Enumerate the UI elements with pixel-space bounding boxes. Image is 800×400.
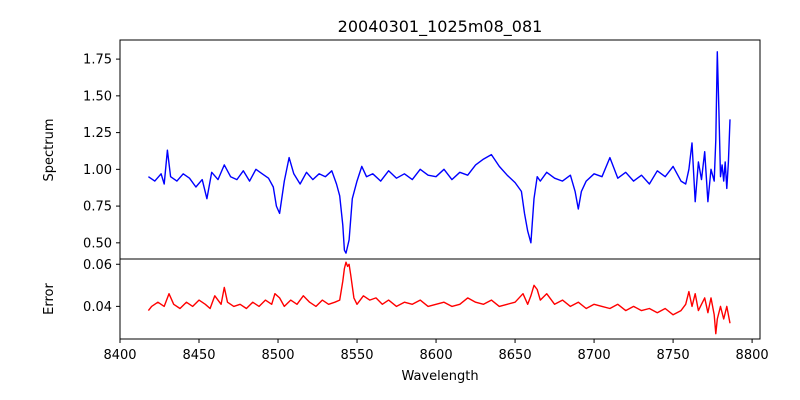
y-tick-label: 1.50	[83, 89, 112, 104]
error-line	[147, 261, 731, 335]
y-tick-label: 1.00	[83, 163, 112, 178]
y-tick-label: 0.04	[83, 300, 112, 315]
error-panel: 0.04 0.06 8400 8450 8500 8550 8600 8650 8700 875…	[42, 258, 769, 384]
y-tick-label: 0.75	[83, 200, 112, 215]
y-tick-label: 0.06	[83, 258, 112, 273]
x-tick-label: 8500	[261, 348, 294, 363]
y-tick-label: 0.50	[83, 236, 112, 251]
x-tick-label: 8650	[499, 348, 532, 363]
y-tick-label: 1.75	[83, 53, 112, 68]
x-tick-label: 8800	[736, 348, 769, 363]
chart-title: 20040301_1025m08_081	[338, 17, 543, 37]
x-ticks: 8400 8450 8500 8550 8600 8650 8700 8750 8800	[103, 339, 769, 363]
x-tick-label: 8400	[103, 348, 136, 363]
error-plot-frame	[119, 258, 761, 340]
spectrum-y-axis-label: Spectrum	[42, 119, 57, 182]
error-y-axis-label: Error	[42, 283, 57, 315]
x-tick-label: 8450	[182, 348, 215, 363]
error-y-ticks: 0.04 0.06	[83, 258, 120, 315]
spectrum-line	[148, 51, 731, 254]
x-tick-label: 8600	[420, 348, 453, 363]
y-tick-label: 1.25	[83, 126, 112, 141]
x-tick-label: 8750	[657, 348, 690, 363]
x-tick-label: 8550	[340, 348, 373, 363]
spectrum-y-ticks: 0.50 0.75 1.00 1.25 1.50 1.75	[83, 53, 120, 251]
spectrum-panel: 0.50 0.75 1.00 1.25 1.50 1.75 Spectrum	[42, 39, 761, 260]
x-axis-label: Wavelength	[401, 369, 478, 384]
x-tick-label: 8700	[578, 348, 611, 363]
